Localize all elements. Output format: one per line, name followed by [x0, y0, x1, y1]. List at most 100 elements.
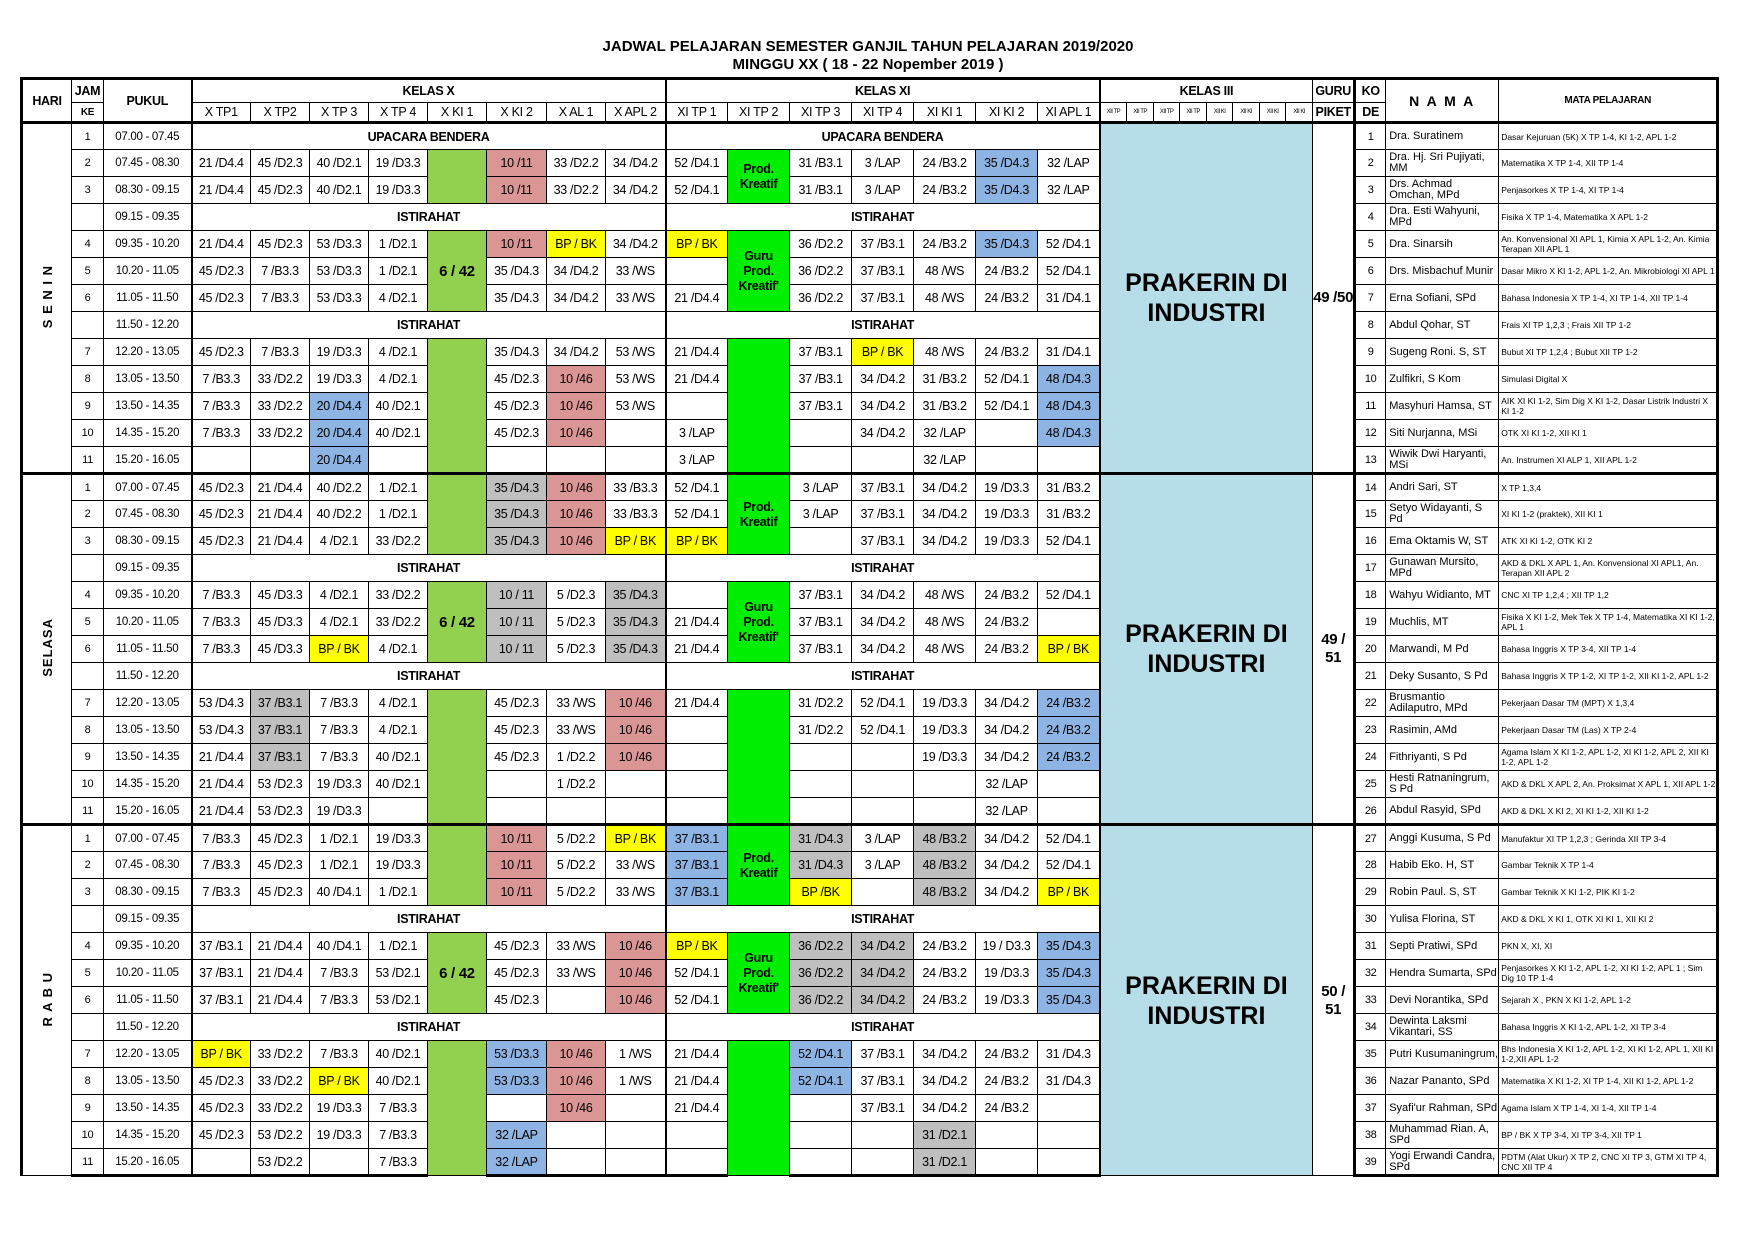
schedule-cell: 5 /D2.2	[546, 823, 606, 852]
schedule-cell: 31 /D4.3	[1037, 1067, 1101, 1095]
schedule-cell: 37 /B3.1	[851, 284, 915, 312]
schedule-cell: 21 /D4.4	[664, 1094, 729, 1122]
schedule-cell: 1 /D2.1	[368, 257, 428, 285]
schedule-row: 2 07.45 - 08.30 7 /B3.3 45 /D2.3 1 /D2.1 19 /…	[22, 851, 1720, 879]
schedule-cell: 21 /D4.4	[190, 176, 251, 204]
teacher-code: 3	[1353, 176, 1387, 204]
schedule-cell: 10 /46	[546, 1094, 606, 1122]
schedule-cell: 45 /D2.3	[190, 1094, 251, 1122]
schedule-cell: 33 /D2.2	[368, 527, 428, 555]
schedule-cell: 34 /D4.2	[851, 635, 915, 663]
schedule-cell: 7 /B3.3	[309, 959, 369, 987]
schedule-cell: 4 /D2.1	[368, 635, 428, 663]
time-slot: 11.50 - 12.20	[103, 311, 192, 339]
schedule-cell: 19 /D3.3	[368, 149, 428, 177]
schedule-cell: 32 /LAP	[486, 1148, 547, 1177]
time-slot: 15.20 - 16.05	[103, 797, 192, 825]
day-name: R A B U	[39, 971, 55, 1027]
teacher-name: Dewinta Laksmi Vikantari, SS	[1385, 1013, 1500, 1041]
teacher-code: 36	[1353, 1067, 1387, 1095]
break-label-xi: ISTIRAHAT	[664, 662, 1101, 690]
teacher-name: Nazar Pananto, SPd	[1385, 1067, 1500, 1095]
jam-ke: 5	[71, 257, 104, 285]
schedule-cell: 35 /D4.3	[1037, 932, 1101, 960]
teacher-subjects: Agama Islam X TP 1-4, XI 1-4, XII TP 1-4	[1498, 1094, 1720, 1122]
time-slot: 13.50 - 14.35	[103, 1094, 192, 1122]
schedule-cell: 1 /D2.1	[368, 932, 428, 960]
schedule-cell: 24 /B3.2	[913, 986, 977, 1014]
schedule-cell	[546, 446, 606, 474]
jam-ke: 9	[71, 743, 104, 771]
column-header-xi: XI TP 1	[664, 102, 729, 123]
schedule-cell: 24 /B3.2	[1037, 743, 1101, 771]
time-slot: 15.20 - 16.05	[103, 1148, 192, 1177]
schedule-cell	[789, 743, 853, 771]
schedule-cell: 34 /D4.2	[851, 986, 915, 1014]
schedule-cell: 21 /D4.4	[664, 284, 729, 312]
teacher-code: 25	[1353, 770, 1387, 798]
teacher-code: 26	[1353, 797, 1387, 825]
schedule-cell: 7 /B3.3	[190, 608, 251, 636]
schedule-row: SELASA 1 07.00 - 07.45 45 /D2.3 21 /D4.4 40 /…	[20, 472, 1720, 825]
schedule-row: 3 08.30 - 09.15 21 /D4.4 45 /D2.3 40 /D2.1 19…	[22, 176, 1720, 204]
schedule-cell	[913, 770, 977, 798]
schedule-cell: 40 /D2.1	[368, 392, 428, 420]
schedule-cell: 52 /D4.1	[789, 1067, 853, 1095]
schedule-cell	[851, 446, 915, 474]
teacher-code: 27	[1353, 823, 1387, 852]
schedule-cell: 33 /D2.2	[546, 176, 606, 204]
schedule-cell: 10 /46	[546, 392, 606, 420]
schedule-cell: 37 /B3.1	[789, 581, 853, 609]
teacher-code: 39	[1353, 1148, 1387, 1177]
break-label-x: ISTIRAHAT	[190, 311, 667, 339]
schedule-cell: 37 /B3.1	[664, 878, 729, 906]
teacher-code: 13	[1353, 446, 1387, 474]
schedule-row: 6 11.05 - 11.50 45 /D2.3 7 /B3.3 53 /D3.3 4 /…	[22, 284, 1720, 312]
column-header-xi: XI TP 4	[851, 102, 915, 123]
schedule-cell: 34 /D4.2	[975, 743, 1039, 771]
x-ki1-block	[427, 689, 487, 825]
schedule-cell: 35 /D4.3	[486, 257, 547, 285]
schedule-cell: 19 /D3.3	[368, 851, 428, 879]
schedule-cell: 34 /D4.2	[546, 284, 606, 312]
schedule-cell	[250, 446, 310, 474]
jam-ke: 4	[71, 581, 104, 609]
schedule-cell: 45 /D2.3	[250, 878, 310, 906]
jam-ke: 11	[71, 797, 104, 825]
schedule-cell: 53 /D3.3	[486, 1067, 547, 1095]
time-slot: 08.30 - 09.15	[103, 527, 192, 555]
schedule-cell: 48 /WS	[913, 284, 977, 312]
schedule-row: 9 13.50 - 14.35 7 /B3.3 33 /D2.2 20 /D4.4 40 …	[22, 392, 1720, 420]
day-name: S E N I N	[39, 264, 55, 329]
schedule-cell: 4 /D2.1	[309, 608, 369, 636]
schedule-cell: 37 /B3.1	[250, 716, 310, 744]
xi-tp2-block: Prod. Kreatif	[727, 149, 791, 204]
schedule-cell: 37 /B3.1	[851, 257, 915, 285]
teacher-code: 29	[1353, 878, 1387, 906]
teacher-code: 20	[1353, 635, 1387, 663]
prakerin-block: PRAKERIN DI INDUSTRI	[1098, 472, 1314, 825]
teacher-name: Syafi'ur Rahman, SPd	[1385, 1094, 1500, 1122]
teacher-subjects: An. Instrumen XI ALP 1, XII APL 1-2	[1498, 446, 1720, 474]
teacher-subjects: Bahasa Indonesia X TP 1-4, XI TP 1-4, XI…	[1498, 284, 1720, 312]
time-slot: 14.35 - 15.20	[103, 419, 192, 447]
column-header-xii: XII TP	[1153, 102, 1181, 123]
schedule-cell: 31 /D2.2	[789, 689, 853, 717]
header-pukul: PUKUL	[103, 77, 192, 123]
teacher-name: Hesti Ratnaningrum, S Pd	[1385, 770, 1500, 798]
schedule-row: 2 07.45 - 08.30 45 /D2.3 21 /D4.4 40 /D2.2 1 …	[22, 500, 1720, 528]
time-slot: 12.20 - 13.05	[103, 689, 192, 717]
schedule-cell: 3 /LAP	[851, 851, 915, 879]
schedule-cell: 21 /D4.4	[190, 149, 251, 177]
teacher-name: Drs. Misbachuf Munir	[1385, 257, 1500, 285]
document-title-block: JADWAL PELAJARAN SEMESTER GANJIL TAHUN P…	[20, 38, 1716, 74]
header-guru: GURU	[1312, 77, 1356, 103]
schedule-cell: 34 /D4.2	[546, 338, 606, 366]
schedule-cell: 53 /WS	[604, 338, 667, 366]
schedule-cell: BP / BK	[190, 1040, 251, 1068]
jam-ke: 4	[71, 932, 104, 960]
column-header-x: X AL 1	[546, 102, 606, 123]
break-label-xi: UPACARA BENDERA	[664, 121, 1101, 150]
schedule-cell: 10 /46	[546, 365, 606, 393]
schedule-cell: 7 /B3.3	[250, 284, 310, 312]
